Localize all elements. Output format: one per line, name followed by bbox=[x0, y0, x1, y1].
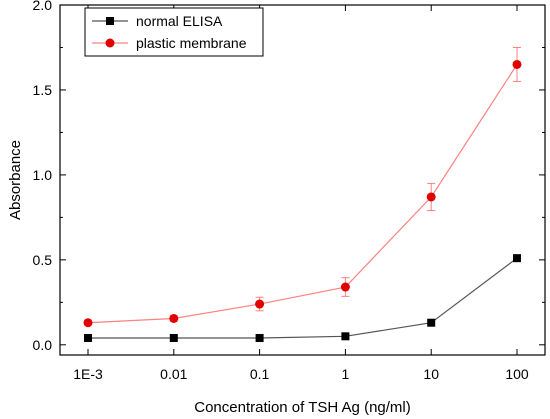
x-tick-label: 0.01 bbox=[160, 366, 187, 382]
x-tick-label: 1 bbox=[342, 366, 350, 382]
data-point bbox=[426, 192, 436, 202]
data-point bbox=[512, 59, 522, 69]
y-tick-label: 1.5 bbox=[33, 82, 53, 98]
data-point bbox=[83, 318, 93, 328]
series-layer bbox=[83, 46, 522, 343]
axes: 0.0 0.5 1.0 1.5 2.0 1E-3 0.01 0.1 1 10 100 bbox=[33, 0, 546, 382]
data-point bbox=[340, 282, 350, 292]
data-point bbox=[513, 254, 521, 263]
series-0 bbox=[84, 254, 521, 343]
y-tick-label: 2.0 bbox=[33, 0, 53, 13]
x-axis-title: Concentration of TSH Ag (ng/ml) bbox=[194, 399, 411, 416]
legend-label: normal ELISA bbox=[136, 13, 223, 29]
data-point bbox=[341, 332, 350, 341]
series-line bbox=[87, 64, 518, 324]
legend-box bbox=[84, 7, 264, 57]
data-point bbox=[84, 334, 92, 343]
plot-frame bbox=[59, 4, 546, 356]
legend-marker bbox=[106, 17, 114, 25]
data-point bbox=[427, 318, 436, 327]
series-1 bbox=[83, 46, 522, 328]
data-point bbox=[255, 299, 265, 309]
y-tick-label: 0.0 bbox=[33, 337, 53, 353]
legend: normal ELISA plastic membrane bbox=[84, 7, 264, 57]
data-point bbox=[255, 334, 264, 343]
y-axis-title: Absorbance bbox=[7, 140, 24, 220]
x-tick-label: 1E-3 bbox=[73, 366, 103, 382]
data-point bbox=[169, 334, 178, 343]
legend-marker bbox=[105, 38, 115, 48]
x-tick-label: 0.1 bbox=[250, 366, 270, 382]
y-tick-label: 1.0 bbox=[33, 167, 53, 183]
series-line bbox=[88, 257, 518, 339]
y-tick-label: 0.5 bbox=[33, 252, 53, 268]
x-tick-label: 10 bbox=[423, 366, 439, 382]
data-point bbox=[169, 313, 179, 323]
legend-label: plastic membrane bbox=[136, 35, 247, 51]
x-tick-label: 100 bbox=[505, 366, 529, 382]
